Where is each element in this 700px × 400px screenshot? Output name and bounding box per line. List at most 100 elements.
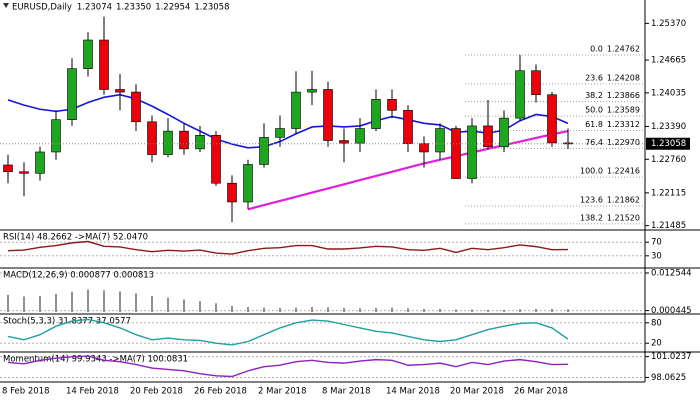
y-tick-label: 20 <box>651 339 662 349</box>
fib-ratio: 0.0 <box>590 45 603 54</box>
y-tick-label: 101.0237 <box>651 352 692 362</box>
histogram-bar <box>311 307 313 312</box>
candle-body <box>355 128 365 144</box>
x-tick-label: 14 Feb 2018 <box>66 387 119 397</box>
candle-body <box>19 171 29 174</box>
y-tick-label: 1.22115 <box>651 188 686 198</box>
candle-body <box>339 140 349 144</box>
candle-body <box>195 135 205 150</box>
y-tick-label: 0.000445 <box>651 306 692 316</box>
fib-price: 1.21520 <box>607 213 640 222</box>
histogram-bar <box>503 309 505 312</box>
histogram-bar <box>119 291 121 312</box>
histogram-bar <box>39 295 41 312</box>
histogram-bar <box>551 308 553 312</box>
indicator-line <box>247 130 569 211</box>
histogram-bar <box>471 309 473 312</box>
y-tick-label: 30 <box>651 251 662 261</box>
histogram-bar <box>151 295 153 312</box>
fib-price: 1.22970 <box>607 138 640 147</box>
fib-price: 1.24208 <box>607 73 640 82</box>
candle-body <box>83 39 93 69</box>
y-tick-label: 0.012544 <box>651 268 692 278</box>
candle-body <box>99 39 109 90</box>
candle-body <box>499 117 509 148</box>
candle-body <box>35 151 45 174</box>
candle-body <box>3 164 13 173</box>
histogram-bar <box>215 303 217 312</box>
candle-body <box>531 70 541 95</box>
y-tick-label: 1.24035 <box>651 88 686 98</box>
header-icon <box>3 3 9 8</box>
histogram-bar <box>391 307 393 312</box>
candle-body <box>115 89 125 93</box>
histogram-bar <box>455 309 457 312</box>
chart-title: EURUSD,Daily <box>12 3 72 13</box>
y-tick-label: 1.23390 <box>651 122 686 132</box>
histogram-bar <box>103 290 105 312</box>
histogram-bar <box>359 308 361 312</box>
histogram-bar <box>263 307 265 312</box>
x-tick-label: 2 Mar 2018 <box>258 387 306 397</box>
y-tick-label: 80 <box>651 318 662 328</box>
fib-price: 1.24762 <box>607 45 640 54</box>
candle-body <box>387 99 397 111</box>
x-tick-label: 26 Feb 2018 <box>194 387 247 397</box>
last-price-label: 1.23058 <box>651 139 686 149</box>
indicator-line <box>7 355 569 378</box>
fib-ratio: 50.0 <box>585 106 603 115</box>
candle-body <box>403 110 413 144</box>
histogram-bar <box>7 294 9 312</box>
fib-ratio: 123.6 <box>580 196 603 205</box>
candle-body <box>323 89 333 141</box>
candle-body <box>483 125 493 148</box>
indicator-line <box>7 240 569 255</box>
x-tick-label: 26 Mar 2018 <box>514 387 568 397</box>
histogram-bar <box>567 309 569 312</box>
candle-body <box>179 130 189 150</box>
candle-body <box>371 99 381 129</box>
indicator-line <box>7 318 569 346</box>
histogram-bar <box>87 289 89 312</box>
fib-ratio: 38.2 <box>585 91 603 100</box>
histogram-bar <box>199 301 201 312</box>
header-value: 1.22954 <box>155 3 190 13</box>
candle-body <box>131 91 141 123</box>
y-tick-label: 98.0625 <box>651 373 686 383</box>
histogram-bar <box>295 307 297 312</box>
y-tick-label: 1.25370 <box>651 19 686 29</box>
fib-price: 1.23589 <box>607 106 640 115</box>
histogram-bar <box>71 291 73 312</box>
histogram-bar <box>423 308 425 312</box>
histogram-bar <box>343 307 345 312</box>
y-tick-label: 70 <box>651 238 662 248</box>
candle-body <box>435 128 445 153</box>
histogram-bar <box>167 297 169 312</box>
candle-body <box>147 121 157 155</box>
candle-body <box>259 137 269 165</box>
histogram-bar <box>55 293 57 312</box>
candle-body <box>515 70 525 119</box>
header-value: 1.23058 <box>194 3 229 13</box>
y-tick-label: 1.22760 <box>651 155 686 165</box>
candle-body <box>211 135 221 184</box>
indicator-title: Momentum(14) 99.9343 ->MA(7) 100.0831 <box>3 355 188 365</box>
candle-body <box>51 119 61 153</box>
last-price-box <box>646 137 690 150</box>
histogram-bar <box>407 308 409 312</box>
candle-body <box>451 128 461 179</box>
histogram-bar <box>247 307 249 312</box>
indicator-title: Stoch(5,3,3) 31.8377 37.0577 <box>3 317 131 327</box>
indicator-title: RSI(14) 48.2662 ->MA(7) 52.0470 <box>3 233 148 243</box>
candle-body <box>227 182 237 203</box>
candle-body <box>243 164 253 203</box>
candle-body <box>67 68 77 120</box>
candle-body <box>163 130 173 155</box>
histogram-bar <box>375 307 377 312</box>
histogram-bar <box>519 309 521 312</box>
fib-ratio: 100.0 <box>580 167 603 176</box>
histogram-bar <box>135 293 137 312</box>
candle-body <box>467 125 477 179</box>
